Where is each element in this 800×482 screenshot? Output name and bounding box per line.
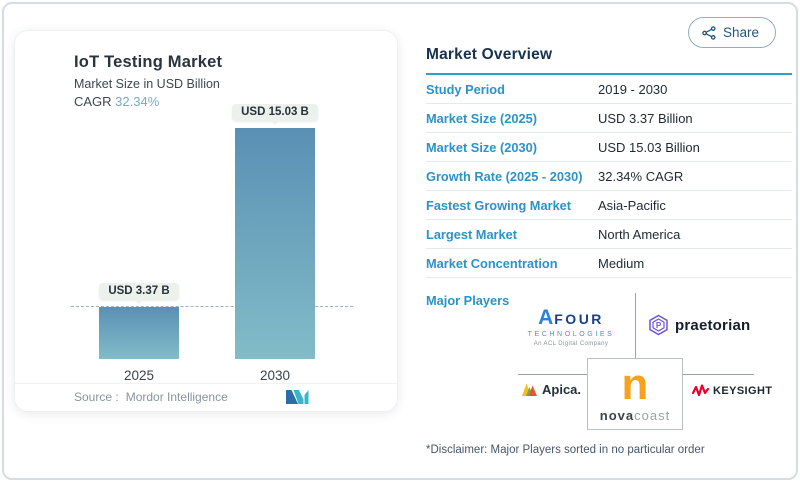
row-value: 2019 - 2030 — [598, 81, 668, 97]
row-value: North America — [598, 226, 681, 242]
mordor-intelligence-logo — [286, 390, 309, 404]
novacoast-nova-text: nova — [599, 408, 635, 423]
row-label: Growth Rate (2025 - 2030) — [426, 168, 583, 184]
overview-row-market-concentration: Market Concentration Medium — [426, 249, 792, 278]
bar-value-label-2025: USD 3.37 B — [99, 283, 179, 304]
market-overview-panel: Market Overview Study Period 2019 - 2030… — [426, 46, 792, 456]
cagr-label: CAGR — [74, 94, 116, 109]
bar-2030 — [235, 128, 315, 359]
apica-triangle-icon — [522, 383, 537, 396]
chart-subtitle: Market Size in USD Billion — [74, 77, 220, 91]
chart-card: IoT Testing Market Market Size in USD Bi… — [14, 30, 398, 412]
major-players-grid: AFOUR TECHNOLOGIES An ACL Digital Compan… — [426, 290, 792, 450]
disclaimer-text: *Disclaimer: Major Players sorted in no … — [426, 444, 705, 456]
overview-row-market-size-2030: Market Size (2030) USD 15.03 Billion — [426, 133, 792, 162]
source-divider — [15, 383, 397, 384]
row-value: 32.34% CAGR — [598, 168, 684, 184]
x-tick-2030: 2030 — [259, 368, 291, 383]
reference-line — [71, 306, 353, 307]
row-label: Market Concentration — [426, 255, 558, 271]
overview-row-market-size-2025: Market Size (2025) USD 3.37 Billion — [426, 104, 792, 133]
row-label: Largest Market — [426, 226, 518, 242]
logo-novacoast: n novacoast — [587, 358, 683, 430]
novacoast-coast-text: coast — [634, 408, 671, 423]
row-label: Study Period — [426, 81, 505, 97]
afour-a-mark: A — [538, 306, 554, 329]
row-label: Market Size (2030) — [426, 139, 537, 155]
bar-group-2030: USD 15.03 B 2030 — [220, 97, 330, 383]
x-tick-2025: 2025 — [123, 368, 155, 383]
source-value: Mordor Intelligence — [125, 390, 228, 404]
share-icon — [702, 25, 716, 40]
keysight-spark-icon — [692, 384, 709, 397]
overview-row-study-period: Study Period 2019 - 2030 — [426, 75, 792, 104]
afour-four-text: FOUR — [554, 311, 604, 327]
row-value: USD 15.03 Billion — [598, 139, 700, 155]
praetorian-hexagon-icon: P — [649, 314, 668, 336]
logo-afour-technologies: AFOUR TECHNOLOGIES An ACL Digital Compan… — [511, 306, 631, 348]
heading-rule — [426, 73, 792, 75]
svg-text:P: P — [656, 321, 662, 330]
afour-acl-text: An ACL Digital Company — [533, 341, 609, 348]
overview-row-fastest-growing: Fastest Growing Market Asia-Pacific — [426, 191, 792, 220]
overview-heading: Market Overview — [426, 46, 553, 63]
afour-technologies-text: TECHNOLOGIES — [527, 331, 615, 339]
logo-keysight: KEYSIGHT — [692, 384, 772, 397]
bar-2025 — [99, 307, 179, 359]
chart-cagr: CAGR 32.34% — [74, 94, 159, 109]
bar-value-label-2030: USD 15.03 B — [232, 104, 318, 125]
apica-text: Apica. — [542, 382, 582, 397]
bar-group-2025: USD 3.37 B 2025 — [84, 97, 194, 383]
share-button[interactable]: Share — [688, 17, 777, 48]
major-players-label: Major Players — [426, 293, 510, 308]
logo-apica: Apica. — [522, 382, 581, 397]
logo-praetorian: P praetorian — [648, 314, 750, 336]
bar-chart: USD 3.37 B 2025 USD 15.03 B 2030 — [71, 97, 353, 383]
overview-row-largest-market: Largest Market North America — [426, 220, 792, 249]
source-row: Source : Mordor Intelligence — [74, 390, 228, 404]
row-value: Medium — [598, 255, 645, 271]
row-value: USD 3.37 Billion — [598, 110, 693, 126]
chart-title: IoT Testing Market — [74, 53, 223, 71]
praetorian-text: praetorian — [675, 316, 751, 334]
cagr-value: 32.34% — [115, 94, 160, 109]
row-label: Market Size (2025) — [426, 110, 537, 126]
source-label: Source : — [74, 390, 119, 404]
novacoast-n-mark: n — [621, 360, 649, 409]
share-label: Share — [723, 25, 760, 40]
row-value: Asia-Pacific — [598, 197, 666, 213]
keysight-text: KEYSIGHT — [713, 384, 773, 397]
row-label: Fastest Growing Market — [426, 197, 572, 213]
org-vertical-divider — [635, 293, 636, 359]
overview-row-growth-rate: Growth Rate (2025 - 2030) 32.34% CAGR — [426, 162, 792, 191]
